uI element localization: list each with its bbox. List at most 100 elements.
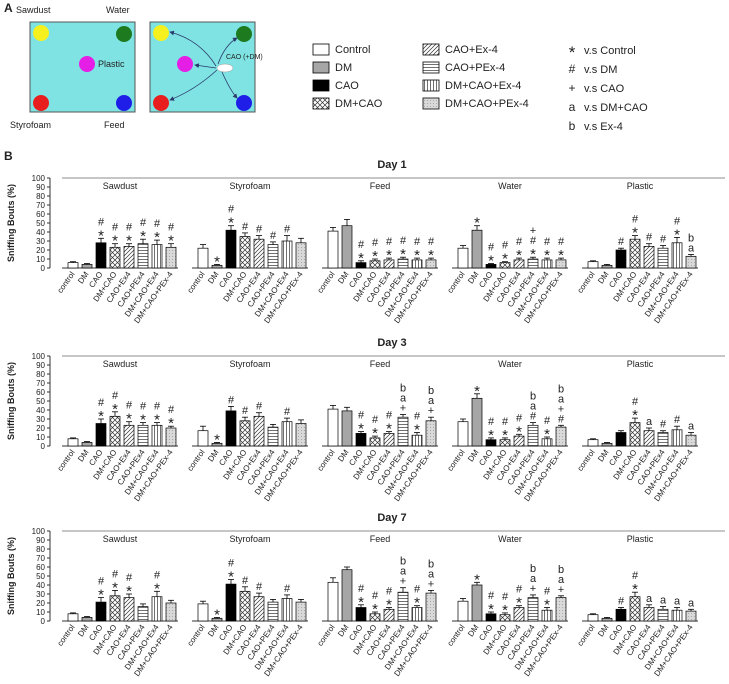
bar	[383, 608, 395, 622]
significance-mark: *	[488, 253, 494, 270]
significance-mark: #	[140, 217, 147, 229]
bar	[685, 610, 697, 622]
significance-mark: *	[228, 215, 234, 232]
y-tick-label: 100	[32, 174, 46, 183]
significance-mark: +	[428, 405, 434, 417]
significance-mark: *	[358, 421, 364, 438]
object-label: Styrofoam	[10, 120, 51, 130]
object-sawdust	[33, 25, 49, 41]
significance-mark: *	[414, 247, 420, 264]
bar	[369, 260, 381, 269]
y-tick-label: 80	[36, 370, 45, 379]
bar	[629, 238, 641, 269]
significance-mark: #	[516, 236, 523, 248]
significance-mark: *	[140, 412, 146, 429]
y-tick-label: 40	[36, 228, 45, 237]
panel-title: Styrofoam	[229, 181, 270, 191]
significance-mark: #	[530, 235, 537, 247]
significance-mark: *	[112, 579, 118, 596]
panel-title: Water	[498, 534, 522, 544]
significance-mark: a	[530, 401, 537, 413]
significance-mark: #	[98, 576, 105, 588]
y-axis-label: Sniffing Bouts (%)	[6, 184, 16, 262]
bar	[137, 606, 149, 622]
significance-mark: +	[558, 584, 564, 596]
y-tick-label: 50	[36, 397, 45, 406]
significance-mark: #	[488, 590, 495, 602]
bar	[513, 259, 525, 269]
significance-mark: #	[414, 584, 421, 596]
significance-mark: *	[154, 580, 160, 597]
significance-mark: *	[154, 412, 160, 429]
y-axis-label: Sniffing Bouts (%)	[6, 362, 16, 440]
legend-swatch	[312, 79, 330, 92]
y-tick-label: 20	[36, 246, 45, 255]
object-plastic	[177, 56, 193, 72]
bar	[657, 247, 669, 269]
significance-mark: *	[126, 233, 132, 250]
bar	[485, 439, 497, 447]
bar	[327, 230, 339, 269]
significance-mark: *	[168, 415, 174, 432]
mouse	[216, 63, 234, 73]
bar	[587, 439, 599, 447]
y-tick-label: 10	[36, 433, 45, 442]
y-tick-label: 50	[36, 219, 45, 228]
object-styrofoam	[33, 95, 49, 111]
bar	[165, 427, 177, 447]
significance-mark: *	[358, 250, 364, 267]
y-tick-label: 40	[36, 581, 45, 590]
significance-mark: #	[228, 394, 235, 406]
bar	[411, 434, 423, 447]
significance-mark: *	[544, 247, 550, 264]
significance-mark: *	[414, 595, 420, 612]
bar	[587, 261, 599, 269]
significance-mark: #	[284, 583, 291, 595]
bar	[137, 424, 149, 447]
significance-mark: *	[544, 597, 550, 614]
bar	[541, 609, 553, 622]
significance-mark: #	[428, 236, 435, 248]
x-tick-label: control	[185, 448, 206, 473]
significance-mark: *	[358, 594, 364, 611]
significance-mark: +	[530, 583, 536, 595]
y-tick-label: 30	[36, 590, 45, 599]
bar	[281, 421, 293, 447]
significance-mark: #	[154, 569, 161, 581]
y-tick-label: 0	[41, 617, 46, 626]
significance-mark: #	[544, 415, 551, 427]
significance-mark: *	[414, 422, 420, 439]
significance-mark: #	[372, 414, 379, 426]
bar	[239, 420, 251, 447]
bar	[225, 410, 237, 447]
significance-mark: #	[488, 242, 495, 254]
x-tick-label: control	[445, 623, 466, 648]
panel-title: Plastic	[627, 534, 654, 544]
y-tick-label: 50	[36, 572, 45, 581]
bar	[355, 607, 367, 622]
bar	[197, 603, 209, 622]
significance-mark: #	[112, 568, 119, 580]
significance-mark: b	[688, 233, 694, 245]
bar	[671, 609, 683, 622]
legend-label: CAO+Ex-4	[445, 44, 498, 56]
significance-mark: #	[632, 214, 639, 226]
bar	[109, 246, 121, 269]
bar	[95, 242, 107, 269]
bar	[527, 597, 539, 622]
significance-mark: #	[414, 236, 421, 248]
bar	[109, 415, 121, 447]
significance-mark: *	[674, 226, 680, 243]
panel-title: Feed	[370, 359, 391, 369]
significance-mark: *	[400, 246, 406, 263]
bar	[81, 617, 93, 622]
bar	[513, 607, 525, 622]
object-feed	[236, 95, 252, 111]
bar	[527, 258, 539, 269]
bar	[657, 608, 669, 622]
significance-mark: #	[400, 235, 407, 247]
bar	[295, 601, 307, 622]
significance-mark: b	[558, 383, 564, 395]
legend-label: v.s DM+CAO	[584, 102, 648, 114]
y-tick-label: 70	[36, 379, 45, 388]
